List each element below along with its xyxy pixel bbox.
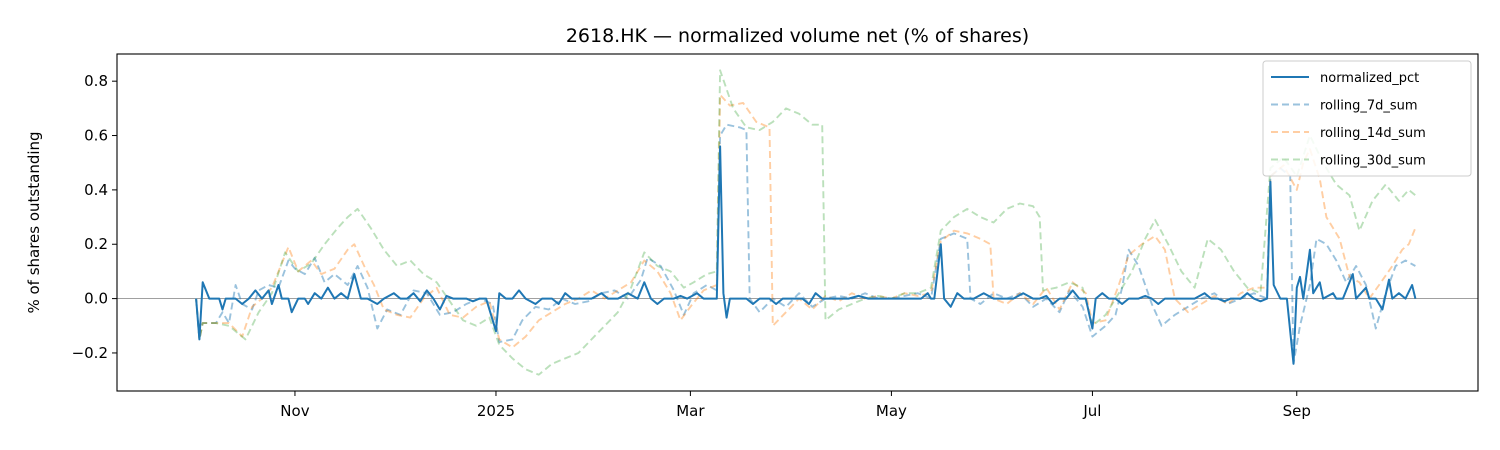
x-tick-label: Sep (1283, 402, 1311, 420)
axes-frame (116, 53, 1479, 392)
y-axis-label: % of shares outstanding (25, 131, 43, 313)
series-line-normalized-pct (195, 145, 1417, 365)
chart-title: 2618.HK — normalized volume net (% of sh… (566, 25, 1029, 47)
series-line-rolling-30d-sum (195, 69, 1417, 376)
y-tick-label: 0.4 (84, 181, 108, 199)
y-tick-label: 0.2 (84, 235, 108, 253)
y-tick-label: 0.0 (84, 290, 108, 308)
x-tick-label: Jul (1082, 402, 1101, 420)
legend-label: rolling_30d_sum (1320, 154, 1426, 169)
legend-box (1262, 60, 1472, 177)
plot-area (117, 69, 1478, 376)
x-tick-label: Mar (676, 402, 705, 420)
y-tick-label: 0.6 (84, 127, 108, 145)
x-tick-label: Nov (280, 402, 309, 420)
x-tick-label: May (876, 402, 907, 420)
y-tick-label: 0.8 (84, 72, 108, 90)
x-tick-label: 2025 (477, 402, 515, 420)
legend-label: rolling_7d_sum (1320, 99, 1418, 114)
legend-label: normalized_pct (1320, 71, 1419, 86)
legend: normalized_pct rolling_7d_sum rolling_14d_… (1262, 60, 1472, 177)
series-line-rolling-7d-sum (195, 123, 1416, 365)
y-tick-label: −0.2 (72, 344, 108, 362)
legend-label: rolling_14d_sum (1320, 126, 1426, 141)
series-line-rolling-14d-sum (195, 93, 1417, 349)
